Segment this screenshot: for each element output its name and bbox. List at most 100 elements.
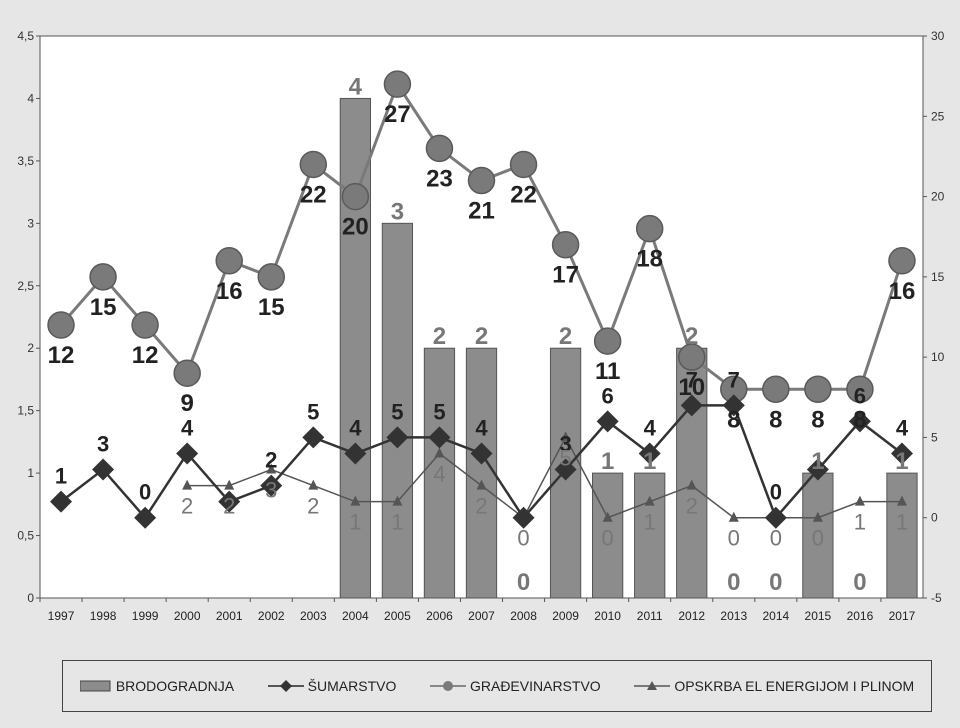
diamond-data-label: 1: [55, 464, 67, 489]
left-tick-label: 1: [27, 466, 34, 480]
right-tick-label: 30: [931, 29, 945, 43]
circle-data-label: 8: [727, 406, 740, 433]
triangle-data-label: 0: [812, 526, 824, 551]
legend-circle-swatch: [429, 681, 466, 691]
triangle-point: [686, 479, 697, 490]
circle-data-label: 12: [132, 342, 159, 369]
diamond-point: [134, 506, 157, 529]
left-tick-label: 2,5: [17, 279, 34, 293]
circle-data-label: 23: [426, 165, 453, 192]
triangle-data-label: 4: [433, 461, 445, 486]
diamond-point: [176, 442, 199, 465]
triangle-point: [728, 511, 739, 522]
circle-point: [89, 263, 117, 291]
triangle-point: [602, 511, 613, 522]
legend-item-brodogradnja: BRODOGRADNJA: [79, 678, 235, 694]
circle-point: [173, 359, 201, 387]
circle-point: [677, 343, 706, 371]
bar: [676, 347, 708, 599]
circle-point: [299, 150, 328, 179]
diamond-point: [806, 458, 829, 481]
legend-label: BRODOGRADNJA: [115, 678, 235, 694]
diamond-point: [680, 394, 703, 417]
legend: BRODOGRADNJA ŠUMARSTVO GRAĐEVINARSTVO OP…: [62, 660, 932, 712]
diamond-data-label: 4: [896, 415, 909, 440]
left-tick-label: 1,5: [17, 404, 34, 418]
right-tick-label: 5: [931, 430, 938, 444]
circle-point: [762, 375, 790, 404]
triangle-point: [896, 495, 907, 506]
x-tick-label: 2008: [510, 609, 537, 623]
left-tick-label: 4: [27, 91, 34, 105]
triangle-data-label: 1: [854, 510, 866, 535]
legend-item-opskrba: OPSKRBA EL ENERGIJOM I PLINOM: [634, 678, 914, 694]
bar: [465, 347, 498, 599]
triangle-data-label: 1: [349, 510, 361, 535]
circle-point: [635, 214, 664, 243]
bar-data-label: 2: [433, 323, 446, 350]
circle-data-label: 16: [216, 278, 243, 305]
diamond-point: [218, 490, 241, 513]
circle-data-label: 8: [853, 406, 866, 433]
diamond-data-label: 6: [854, 383, 866, 408]
triangle-data-label: 2: [307, 494, 319, 519]
diamond-point: [50, 490, 73, 513]
circle-data-label: 22: [300, 181, 327, 208]
circle-data-label: 8: [769, 406, 782, 433]
legend-label: OPSKRBA EL ENERGIJOM I PLINOM: [674, 678, 915, 694]
circle-data-label: 12: [48, 342, 75, 369]
circle-data-label: 15: [258, 294, 285, 321]
bar: [423, 347, 456, 599]
circle-data-label: 10: [678, 374, 705, 401]
triangle-data-label: 2: [686, 494, 698, 519]
circle-point: [215, 247, 243, 275]
diamond-data-label: 3: [97, 432, 109, 457]
triangle-point: [392, 495, 403, 506]
bar-data-label: 1: [601, 448, 614, 475]
diamond-data-label: 4: [181, 415, 194, 440]
triangle-data-label: 3: [265, 478, 277, 503]
triangle-data-label: 1: [644, 510, 656, 535]
diamond-data-label: 5: [307, 399, 319, 424]
x-tick-label: 2010: [594, 609, 621, 623]
triangle-point: [644, 495, 655, 506]
legend-label: ŠUMARSTVO: [307, 678, 397, 694]
x-tick-label: 2001: [216, 609, 243, 623]
diamond-point: [470, 442, 493, 465]
triangle-data-label: 5: [559, 445, 571, 470]
left-tick-label: 2: [27, 341, 34, 355]
diamond-point: [260, 474, 283, 497]
diamond-point: [722, 394, 745, 417]
diamond-data-label: 5: [391, 399, 403, 424]
triangle-data-label: 2: [181, 494, 193, 519]
circle-point: [593, 327, 622, 355]
x-tick-label: 2003: [300, 609, 327, 623]
triangle-point: [812, 511, 823, 522]
diamond-point: [386, 426, 409, 449]
triangle-data-label: 0: [770, 526, 782, 551]
bar-layer: [339, 97, 918, 599]
x-tick-label: 2014: [762, 609, 789, 623]
right-tick-label: 0: [931, 511, 938, 525]
triangle-data-label: 0: [517, 526, 529, 551]
x-tick-label: 2013: [720, 609, 747, 623]
bar: [381, 222, 414, 599]
diamond-point: [890, 442, 913, 465]
x-tick-label: 1997: [48, 609, 75, 623]
triangle-data-label: 0: [728, 526, 740, 551]
diamond-point: [638, 442, 661, 465]
circle-point: [383, 70, 412, 98]
triangle-point: [476, 479, 487, 490]
diamond-point: [344, 442, 367, 465]
x-tick-label: 2009: [552, 609, 579, 623]
bar: [592, 472, 624, 599]
circle-data-label: 9: [180, 390, 193, 417]
x-tick-label: 2005: [384, 609, 411, 623]
x-tick-label: 2017: [889, 609, 916, 623]
bar: [339, 97, 371, 599]
triangle-data-label: 1: [896, 510, 908, 535]
diamond-data-label: 4: [349, 415, 362, 440]
x-tick-label: 2011: [637, 609, 663, 623]
bar-data-label: 1: [811, 448, 824, 475]
